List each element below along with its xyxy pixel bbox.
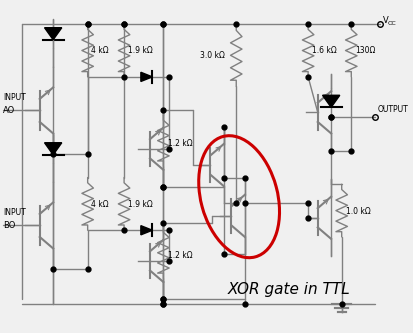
Text: INPUT: INPUT [3,94,26,103]
Text: 1.0 kΩ: 1.0 kΩ [347,206,371,215]
Text: 1.9 kΩ: 1.9 kΩ [128,47,153,56]
Text: BO: BO [3,221,16,230]
Text: 1.9 kΩ: 1.9 kΩ [128,200,153,209]
Polygon shape [141,226,152,235]
Text: V: V [383,16,389,25]
Text: 4 kΩ: 4 kΩ [92,47,109,56]
Text: AO: AO [3,106,16,115]
Text: 1.2 kΩ: 1.2 kΩ [168,139,193,148]
Text: XOR gate in TTL: XOR gate in TTL [228,282,350,297]
Text: 1.6 kΩ: 1.6 kΩ [312,47,337,56]
Polygon shape [45,28,62,40]
Text: 1.2 kΩ: 1.2 kΩ [168,251,193,260]
Text: OUTPUT: OUTPUT [378,105,409,114]
Text: CC: CC [388,21,396,26]
Text: 4 kΩ: 4 kΩ [92,200,109,209]
Polygon shape [323,95,340,107]
Text: 130Ω: 130Ω [355,47,375,56]
Polygon shape [141,72,152,82]
Polygon shape [45,143,62,155]
Text: INPUT: INPUT [3,208,26,217]
Text: 3.0 kΩ: 3.0 kΩ [200,51,225,60]
